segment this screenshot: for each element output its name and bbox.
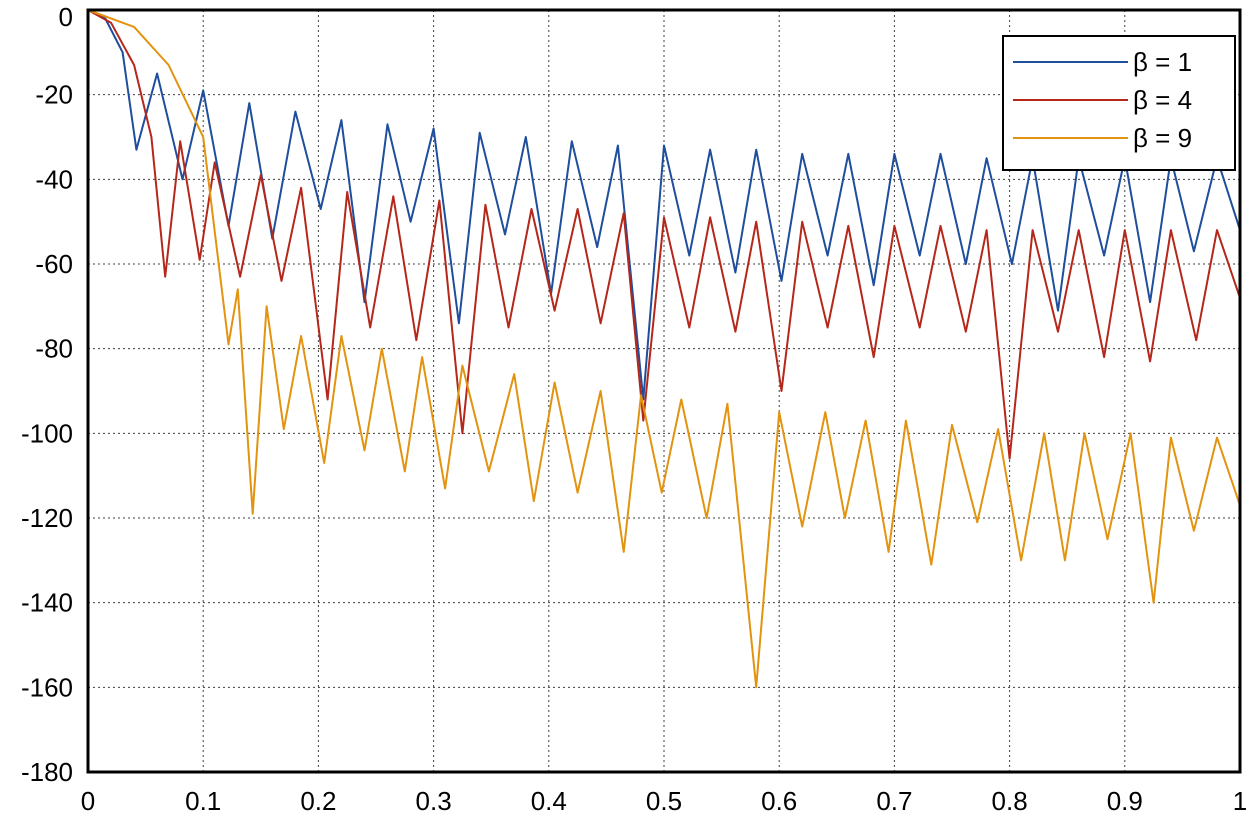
- y-axis-ticks: 0 -20 -40 -60 -80 -100 -120 -140 -160 -180: [21, 2, 73, 787]
- plot-frame: [86, 8, 1242, 774]
- series-line-2: [87, 9, 1241, 460]
- y-tick-label: -40: [35, 164, 73, 194]
- x-tick-label: 0.1: [185, 786, 221, 816]
- x-axis-ticks: 0 0.1 0.2 0.3 0.4 0.5 0.6 0.7 0.8 0.9 1: [81, 786, 1247, 816]
- x-tick-label: 0.5: [646, 786, 682, 816]
- x-tick-label: 0.6: [761, 786, 797, 816]
- legend: β = 1 β = 4 β = 9: [1002, 35, 1236, 171]
- y-tick-label: -100: [21, 418, 73, 448]
- legend-label: β = 9: [1133, 123, 1192, 153]
- x-tick-label: 0.9: [1107, 786, 1143, 816]
- y-tick-label: -160: [21, 672, 73, 702]
- y-tick-label: 0: [59, 2, 73, 32]
- x-tick-label: 0.8: [992, 786, 1028, 816]
- grid: [88, 10, 1240, 772]
- y-tick-label: -20: [35, 80, 73, 110]
- x-tick-label: 0.7: [876, 786, 912, 816]
- y-tick-label: -180: [21, 757, 73, 787]
- y-tick-label: -60: [35, 249, 73, 279]
- series-lines: [87, 9, 1241, 689]
- y-tick-label: -120: [21, 503, 73, 533]
- legend-label: β = 4: [1133, 85, 1192, 115]
- x-tick-label: 1: [1233, 786, 1247, 816]
- legend-box: [1002, 35, 1236, 171]
- y-tick-label: -140: [21, 588, 73, 618]
- series-line-1: [87, 9, 1241, 401]
- series-line-3: [87, 9, 1241, 689]
- x-tick-label: 0.4: [531, 786, 567, 816]
- x-tick-label: 0.3: [416, 786, 452, 816]
- x-tick-label: 0.2: [300, 786, 336, 816]
- legend-label: β = 1: [1133, 47, 1192, 77]
- x-tick-label: 0: [81, 786, 95, 816]
- y-tick-label: -80: [35, 334, 73, 364]
